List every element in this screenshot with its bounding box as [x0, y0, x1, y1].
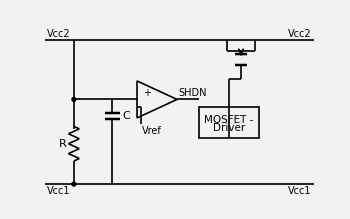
Text: MOSFET -: MOSFET - [204, 115, 253, 125]
Text: +: + [143, 88, 151, 98]
Text: SHDN: SHDN [178, 88, 207, 98]
Text: Driver: Driver [212, 123, 245, 133]
Text: Vcc2: Vcc2 [288, 29, 312, 39]
Text: R: R [58, 139, 66, 149]
Text: Vcc1: Vcc1 [47, 186, 70, 196]
Text: Vref: Vref [142, 126, 162, 136]
Circle shape [72, 182, 76, 186]
Text: C: C [122, 111, 130, 121]
Text: Vcc1: Vcc1 [288, 186, 312, 196]
Circle shape [72, 97, 76, 101]
Bar [199, 107, 259, 138]
Text: Vcc2: Vcc2 [47, 29, 71, 39]
